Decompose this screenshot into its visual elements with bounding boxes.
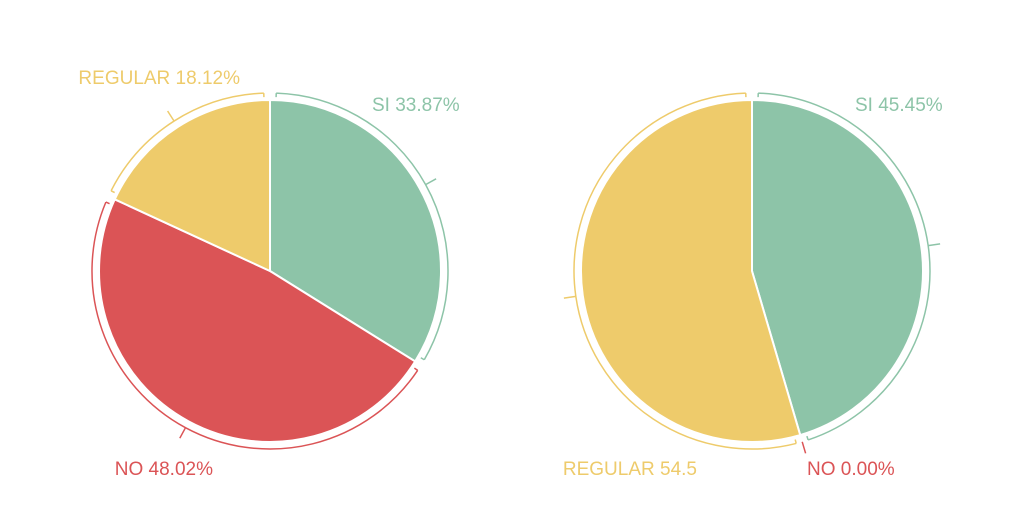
slice-label-si: SI 33.87% <box>372 95 460 116</box>
slice-bracket-tick-no <box>106 202 110 204</box>
slice-leader-si <box>928 244 940 246</box>
slice-label-si: SI 45.45% <box>855 95 943 116</box>
slice-label-regular: REGULAR 18.12% <box>78 68 240 89</box>
pie-chart-left: SI 33.87% NO 48.02% REGULAR 18.12% <box>78 68 459 480</box>
slice-bracket-tick-si <box>421 358 424 360</box>
slice-leader-no <box>180 428 186 439</box>
slice-label-no: NO 48.02% <box>115 459 213 480</box>
slice-leader-regular <box>168 111 175 121</box>
slice-leader-no <box>802 442 805 454</box>
pie-chart-right: SI 45.45% NO 0.00% REGULAR 54.5 <box>563 93 943 480</box>
slice-bracket-tick-no <box>414 368 417 370</box>
slice-bracket-tick-regular <box>111 191 115 193</box>
slice-bracket-tick-regular <box>795 440 796 444</box>
slice-bracket-tick-si <box>807 436 808 440</box>
slice-label-no: NO 0.00% <box>807 459 895 480</box>
slice-leader-regular <box>564 296 576 298</box>
slice-leader-si <box>426 179 437 185</box>
slice-label-regular: REGULAR 54.5 <box>563 459 697 480</box>
